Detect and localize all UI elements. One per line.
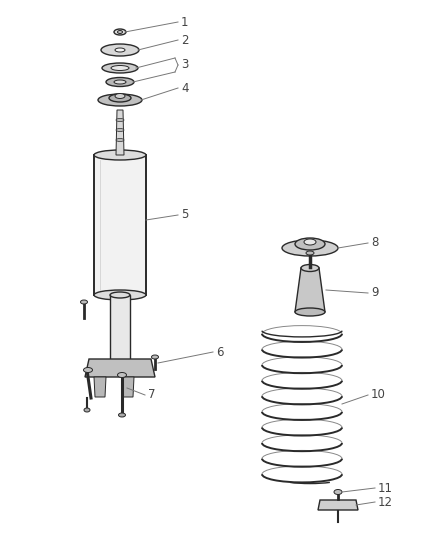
Ellipse shape xyxy=(116,139,124,141)
Text: 7: 7 xyxy=(148,389,155,401)
Ellipse shape xyxy=(304,239,316,245)
Text: 2: 2 xyxy=(181,34,188,46)
Polygon shape xyxy=(94,377,106,397)
Ellipse shape xyxy=(117,30,123,34)
Ellipse shape xyxy=(106,77,134,86)
Ellipse shape xyxy=(102,63,138,73)
Polygon shape xyxy=(318,500,358,510)
Text: 6: 6 xyxy=(216,345,223,359)
Ellipse shape xyxy=(295,238,325,250)
Ellipse shape xyxy=(110,362,130,368)
Polygon shape xyxy=(122,377,134,397)
Ellipse shape xyxy=(115,48,125,52)
Ellipse shape xyxy=(115,93,125,99)
Polygon shape xyxy=(110,295,130,365)
Ellipse shape xyxy=(114,29,126,35)
Text: 11: 11 xyxy=(378,481,393,495)
Ellipse shape xyxy=(94,150,146,160)
Ellipse shape xyxy=(334,489,342,495)
Text: 5: 5 xyxy=(181,208,188,222)
Text: 3: 3 xyxy=(181,59,188,71)
Text: 9: 9 xyxy=(371,287,378,300)
Ellipse shape xyxy=(84,367,92,373)
Text: 12: 12 xyxy=(378,496,393,508)
Text: 8: 8 xyxy=(371,237,378,249)
Text: 4: 4 xyxy=(181,82,188,94)
Ellipse shape xyxy=(116,118,124,122)
Polygon shape xyxy=(116,110,124,155)
Polygon shape xyxy=(85,359,155,377)
Ellipse shape xyxy=(117,373,127,377)
Text: 10: 10 xyxy=(371,389,386,401)
Ellipse shape xyxy=(111,66,129,70)
Text: 1: 1 xyxy=(181,15,188,28)
Ellipse shape xyxy=(110,292,130,298)
Ellipse shape xyxy=(301,264,319,271)
Ellipse shape xyxy=(94,290,146,300)
Ellipse shape xyxy=(84,408,90,412)
Ellipse shape xyxy=(119,413,126,417)
Ellipse shape xyxy=(306,251,314,255)
Ellipse shape xyxy=(295,308,325,316)
Ellipse shape xyxy=(152,355,159,359)
Ellipse shape xyxy=(101,44,139,56)
Ellipse shape xyxy=(114,80,126,84)
Polygon shape xyxy=(94,155,146,295)
Polygon shape xyxy=(295,268,325,312)
Ellipse shape xyxy=(116,128,124,132)
Ellipse shape xyxy=(81,300,88,304)
Ellipse shape xyxy=(98,94,142,106)
Ellipse shape xyxy=(282,240,338,256)
Ellipse shape xyxy=(109,94,131,102)
